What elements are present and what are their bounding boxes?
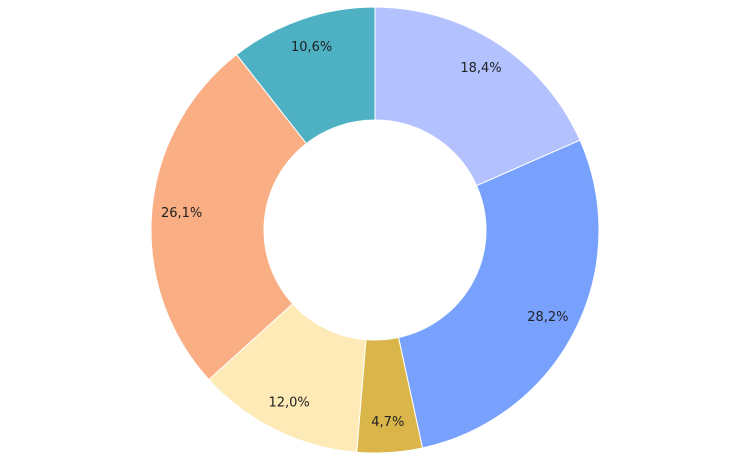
donut-slice-5 (150, 53, 308, 381)
slice-label-2: 28,2% (527, 310, 568, 325)
slice-label-5: 26,1% (161, 206, 202, 221)
slices-group (150, 6, 600, 454)
donut-slice-1 (374, 6, 581, 187)
labels-group: 18,4% 28,2% 4,7% 12,0% 26,1% 10,6% (161, 40, 569, 430)
slice-label-1: 18,4% (460, 61, 501, 76)
slice-label-4: 12,0% (268, 396, 309, 411)
donut-slice-2 (397, 139, 600, 449)
donut-slice-6 (235, 6, 376, 145)
slice-label-6: 10,6% (291, 40, 332, 55)
slice-label-3: 4,7% (371, 415, 404, 430)
